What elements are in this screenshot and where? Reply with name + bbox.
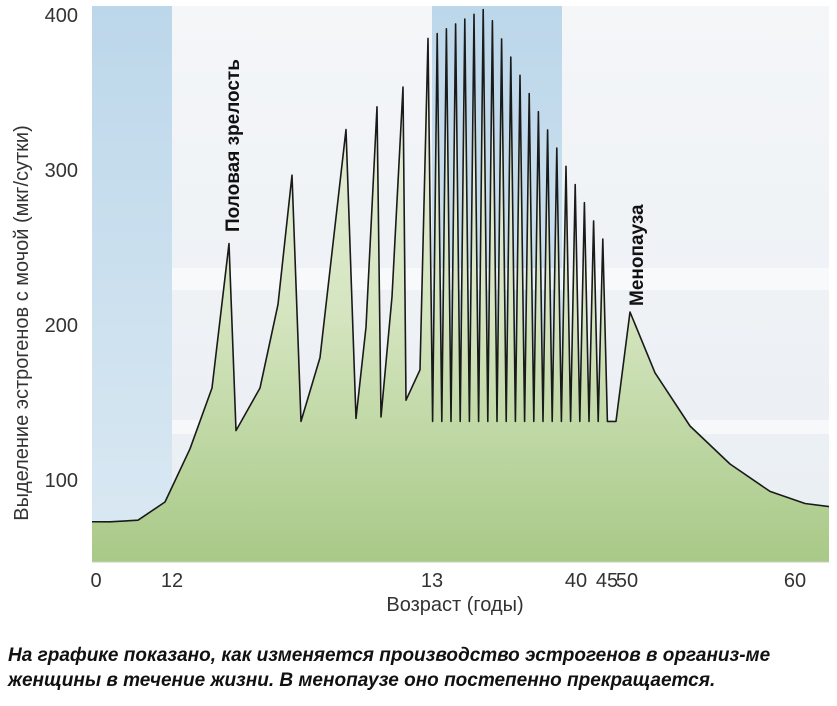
- annotation-puberty: Половая зрелость: [223, 59, 244, 232]
- childhood-band: [92, 6, 172, 562]
- x-axis-title: Возраст (годы): [386, 594, 523, 616]
- y-axis-title: Выделение эстрогенов с мочой (мкг/сутки): [11, 125, 33, 521]
- y-tick-200: 200: [45, 315, 78, 337]
- estrogen-area: [92, 9, 829, 562]
- y-tick-100: 100: [45, 470, 78, 492]
- y-tick-300: 300: [45, 160, 78, 182]
- x-tick-40: 40: [565, 570, 587, 592]
- y-tick-400: 400: [45, 5, 78, 27]
- x-tick-0: 0: [90, 570, 101, 592]
- annotation-menopause: Менопауза: [627, 204, 648, 306]
- x-tick-50: 50: [616, 570, 638, 592]
- figure-caption: На графике показано, как изменяется прои…: [8, 645, 771, 691]
- x-tick-12: 12: [161, 570, 183, 592]
- x-tick-13: 13: [421, 570, 443, 592]
- estrogen-line: [91, 8, 830, 523]
- estrogen-chart: 400 300 200 100 0 12 13 40 45 50 60 Возр…: [11, 5, 830, 616]
- x-tick-45: 45: [596, 570, 618, 592]
- x-tick-60: 60: [784, 570, 806, 592]
